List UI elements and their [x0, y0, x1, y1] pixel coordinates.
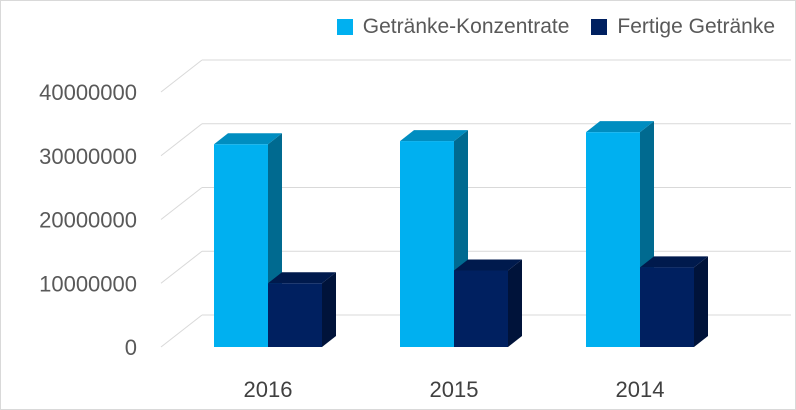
bar [214, 144, 268, 347]
bar-side [694, 256, 708, 347]
legend-swatch-fertige [591, 19, 608, 35]
bar-top [640, 256, 708, 268]
gridline-diagonal [160, 314, 203, 348]
gridline-diagonal [160, 123, 203, 157]
bar [640, 267, 694, 347]
legend-label-fertige: Fertige Getränke [617, 15, 775, 38]
legend-swatch-konzentrate [336, 19, 353, 35]
legend-item-konzentrate: Getränke-Konzentrate [336, 15, 570, 39]
y-tick-label: 10000000 [39, 271, 137, 296]
y-tick-label: 0 [125, 335, 137, 360]
bar [268, 283, 322, 347]
legend-label-konzentrate: Getränke-Konzentrate [362, 15, 570, 38]
bar [400, 141, 454, 347]
legend-item-fertige: Fertige Getränke [591, 15, 775, 39]
x-tick-label: 2015 [430, 377, 479, 402]
bar-top [586, 121, 654, 133]
y-tick-label: 30000000 [39, 144, 137, 169]
x-tick-label: 2016 [244, 377, 293, 402]
bar-side [322, 272, 336, 347]
y-tick-label: 40000000 [39, 80, 137, 105]
bar-top [268, 272, 336, 284]
bar [454, 270, 508, 347]
x-tick-label: 2014 [616, 377, 665, 402]
gridline-diagonal [160, 187, 203, 220]
bar-top [454, 259, 522, 271]
bar-side [508, 259, 522, 347]
gridline-diagonal [160, 250, 203, 284]
gridline-diagonal [160, 59, 203, 93]
y-tick-label: 20000000 [39, 208, 137, 233]
bar [586, 132, 640, 347]
bar-top [400, 130, 468, 142]
bar-top [214, 133, 282, 145]
chart-legend: Getränke-Konzentrate Fertige Getränke [336, 15, 775, 39]
